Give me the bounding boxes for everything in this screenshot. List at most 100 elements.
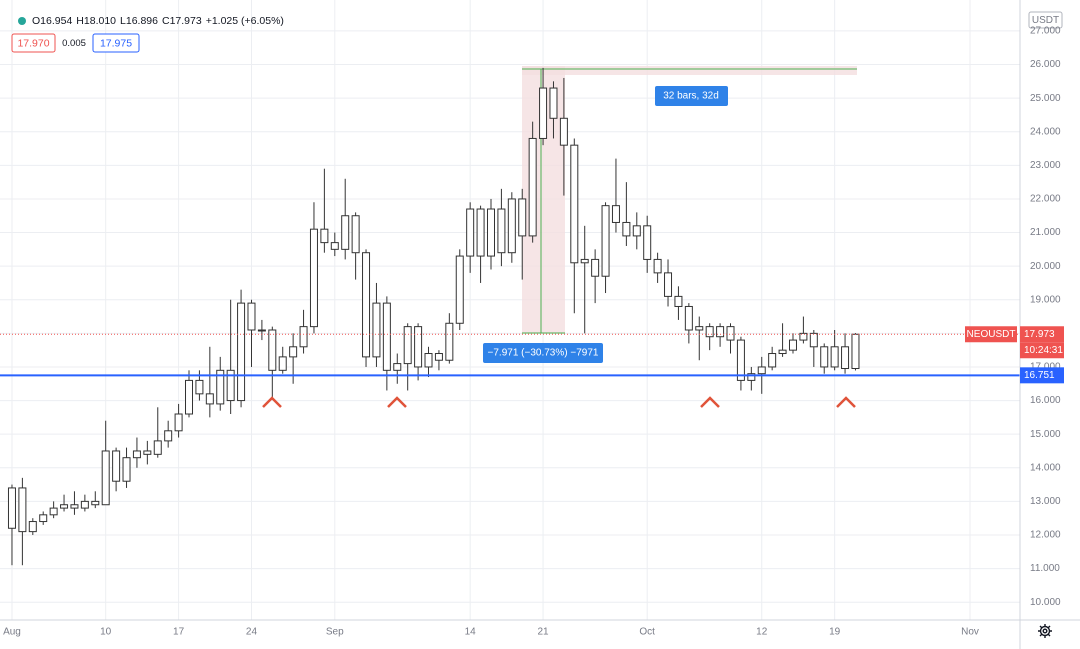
candle-body — [237, 302, 246, 402]
candle-body — [49, 507, 58, 516]
candle-body — [382, 302, 391, 371]
candle-body — [466, 208, 475, 257]
candle-body — [809, 332, 818, 348]
price-line-label: 16.751 — [1024, 370, 1055, 381]
legend-value: 16.896 — [126, 15, 158, 27]
x-tick-label: Aug — [3, 627, 21, 638]
candle-body — [39, 514, 48, 523]
candle-body — [601, 205, 610, 277]
y-tick-label: 24.000 — [1030, 126, 1061, 137]
legend-change: +1.025 (+6.05%) — [206, 15, 284, 27]
candle-body — [393, 363, 402, 371]
y-tick-label: 16.000 — [1030, 395, 1061, 406]
candle-body — [549, 87, 558, 119]
price-line-box — [1020, 367, 1064, 384]
y-tick-label: 27.000 — [1030, 26, 1061, 37]
candle-body — [632, 225, 641, 237]
candle-body — [372, 302, 381, 358]
bid-box[interactable] — [11, 33, 56, 53]
candle-body — [268, 329, 277, 371]
candle-body — [830, 346, 839, 368]
candle-body — [820, 346, 829, 368]
candle-body — [528, 137, 537, 237]
y-tick-label: 22.000 — [1030, 194, 1061, 205]
legend-key: O — [32, 15, 40, 27]
ask-box[interactable] — [92, 33, 140, 53]
grid — [0, 0, 1020, 620]
candle-body — [518, 198, 527, 237]
y-tick-label: 14.000 — [1030, 462, 1061, 473]
y-tick-label: 23.000 — [1030, 160, 1061, 171]
candle-body — [705, 326, 714, 338]
x-tick-label: 10 — [100, 627, 112, 638]
countdown-box — [1020, 342, 1064, 359]
bid: 17.970 — [17, 37, 49, 49]
markers — [262, 396, 856, 408]
y-tick-label: 19.000 — [1030, 294, 1061, 305]
y-tick-label: 15.000 — [1030, 429, 1061, 440]
candle-body — [91, 500, 100, 506]
candle-body — [309, 228, 318, 328]
candle-body — [278, 356, 287, 371]
candle-body — [403, 326, 412, 365]
candle-body — [841, 346, 850, 370]
candle-body — [684, 305, 693, 331]
last-price-box — [1020, 326, 1064, 343]
x-tick-label: 19 — [829, 627, 841, 638]
legend-key: L — [120, 15, 126, 27]
candle-body — [497, 208, 506, 254]
currency: USDT — [1032, 15, 1059, 26]
candle-body — [507, 198, 516, 254]
candle-body — [788, 339, 797, 351]
marker — [262, 396, 282, 408]
x-tick-label: 17 — [173, 627, 185, 638]
candle-body — [851, 333, 860, 370]
legend-key: C — [162, 15, 170, 27]
x-tick-label: 14 — [465, 627, 477, 638]
candle-body — [643, 225, 652, 260]
candle-body — [185, 379, 194, 415]
spread: 0.005 — [62, 38, 86, 49]
bars-label-box — [655, 86, 728, 106]
candle-body — [424, 353, 433, 368]
candle-body — [674, 295, 683, 307]
currency-box[interactable] — [1028, 11, 1063, 29]
candle-body — [559, 117, 568, 146]
x-tick-label: Sep — [326, 627, 344, 638]
candle-body — [28, 521, 37, 533]
candle-body — [143, 450, 152, 455]
x-tick-label: 12 — [756, 627, 768, 638]
candle-body — [591, 258, 600, 277]
x-tick-label: 24 — [246, 627, 258, 638]
x-tick-label: Oct — [639, 627, 655, 638]
candle-body — [174, 413, 183, 432]
candle-body — [434, 353, 443, 361]
candle-body — [455, 255, 464, 324]
candle-body — [570, 144, 579, 264]
legend-key: H — [76, 15, 84, 27]
candle-body — [247, 302, 256, 331]
x-tick-label: 21 — [538, 627, 550, 638]
bars-label: 32 bars, 32d — [663, 91, 719, 102]
candle-body — [80, 500, 89, 509]
candle-body — [726, 326, 735, 341]
y-tick-label: 25.000 — [1030, 93, 1061, 104]
candle-body — [257, 329, 266, 332]
candle-body — [216, 369, 225, 405]
candle-body — [132, 450, 141, 459]
symbol-box — [965, 326, 1017, 343]
candle-body — [445, 322, 454, 361]
candle-body — [768, 353, 777, 368]
candle-body — [351, 215, 360, 254]
x-tick-label: Nov — [961, 627, 979, 638]
candle-body — [716, 326, 725, 338]
settings-icon[interactable] — [1038, 624, 1052, 638]
y-tick-label: 10.000 — [1030, 597, 1061, 608]
y-tick-label: 21.000 — [1030, 227, 1061, 238]
candle-body — [664, 272, 673, 297]
countdown: 10:24:31 — [1024, 345, 1063, 356]
candle-body — [289, 346, 298, 358]
candle-body — [695, 326, 704, 331]
symbol-label: NEOUSDT — [967, 329, 1016, 340]
